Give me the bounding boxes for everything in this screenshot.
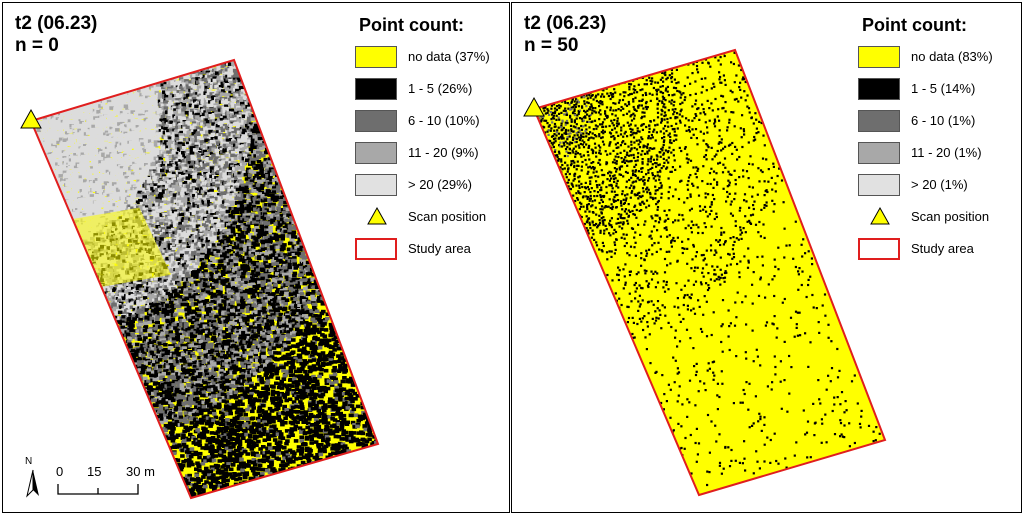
north-label: N xyxy=(25,456,33,467)
legend-label: Study area xyxy=(911,241,974,256)
north-arrow-icon xyxy=(26,469,39,498)
legend-swatch xyxy=(858,46,900,68)
legend-label: > 20 (29%) xyxy=(408,177,472,192)
legend-label: 1 - 5 (14%) xyxy=(911,81,976,96)
legend-label: Study area xyxy=(408,241,471,256)
legend-item-scan-position: Scan position xyxy=(858,204,989,236)
triangle-icon xyxy=(870,207,890,225)
legend-swatch xyxy=(858,78,900,100)
legend-item-6-10: 6 - 10 (10%) xyxy=(355,108,480,140)
scan-position-marker xyxy=(20,108,42,129)
legend-item-over-20: > 20 (29%) xyxy=(355,172,472,204)
legend-label: 6 - 10 (1%) xyxy=(911,113,976,128)
legend-swatch xyxy=(355,46,397,68)
panel-title-date: t2 (06.23) xyxy=(15,13,98,34)
panel-title: t2 (06.23) n = 0 xyxy=(15,13,97,57)
legend-item-over-20: > 20 (1%) xyxy=(858,172,968,204)
study-area-swatch xyxy=(355,238,397,260)
panel-title-n: n = 0 xyxy=(15,35,59,56)
map-panel-left: t2 (06.23) n = 0 Point count: no data (3… xyxy=(2,2,510,513)
legend-title: Point count: xyxy=(862,15,967,35)
legend-item-scan-position: Scan position xyxy=(355,204,486,236)
panel-title: t2 (06.23) n = 50 xyxy=(524,13,606,57)
legend-item-11-20: 11 - 20 (9%) xyxy=(355,140,479,172)
legend-title: Point count: xyxy=(359,15,464,35)
legend-swatch xyxy=(858,142,900,164)
study-area-outline xyxy=(29,58,380,500)
legend-label: Scan position xyxy=(408,209,487,224)
legend-label: > 20 (1%) xyxy=(911,177,968,192)
legend-swatch xyxy=(355,78,397,100)
scale-tick-label: 0 xyxy=(56,464,64,479)
study-area-swatch xyxy=(858,238,900,260)
legend-item-no-data: no data (37%) xyxy=(355,44,490,76)
scale-tick-label: 30 m xyxy=(126,464,155,479)
legend-swatch xyxy=(355,174,397,196)
legend-swatch xyxy=(858,174,900,196)
legend-item-1-5: 1 - 5 (14%) xyxy=(858,76,975,108)
legend-label: Scan position xyxy=(911,209,990,224)
legend-label: 1 - 5 (26%) xyxy=(408,81,473,96)
legend-swatch xyxy=(858,110,900,132)
scale-tick-label: 15 xyxy=(87,464,102,479)
panel-title-date: t2 (06.23) xyxy=(524,13,607,34)
point-density-map xyxy=(523,48,887,497)
legend: Point count: no data (37%) 1 - 5 (26%) 6… xyxy=(355,15,490,268)
legend: Point count: no data (83%) 1 - 5 (14%) 6… xyxy=(858,15,993,268)
legend-label: 11 - 20 (9%) xyxy=(408,145,479,160)
legend-item-study-area: Study area xyxy=(858,236,974,268)
triangle-icon xyxy=(367,207,387,225)
point-density-map xyxy=(20,58,380,500)
legend-swatch xyxy=(355,142,397,164)
legend-item-11-20: 11 - 20 (1%) xyxy=(858,140,982,172)
legend-label: 11 - 20 (1%) xyxy=(911,145,982,160)
legend-label: no data (83%) xyxy=(911,49,993,64)
legend-item-6-10: 6 - 10 (1%) xyxy=(858,108,975,140)
panel-title-n: n = 50 xyxy=(524,35,579,56)
legend-swatch xyxy=(355,110,397,132)
legend-item-study-area: Study area xyxy=(355,236,471,268)
scale-bar-line xyxy=(57,484,139,495)
study-area-outline xyxy=(532,48,887,497)
legend-label: no data (37%) xyxy=(408,49,490,64)
scan-position-marker xyxy=(523,96,545,117)
map-panel-right: t2 (06.23) n = 50 Point count: no data (… xyxy=(511,2,1022,513)
legend-label: 6 - 10 (10%) xyxy=(408,113,480,128)
legend-item-no-data: no data (83%) xyxy=(858,44,993,76)
legend-item-1-5: 1 - 5 (26%) xyxy=(355,76,472,108)
